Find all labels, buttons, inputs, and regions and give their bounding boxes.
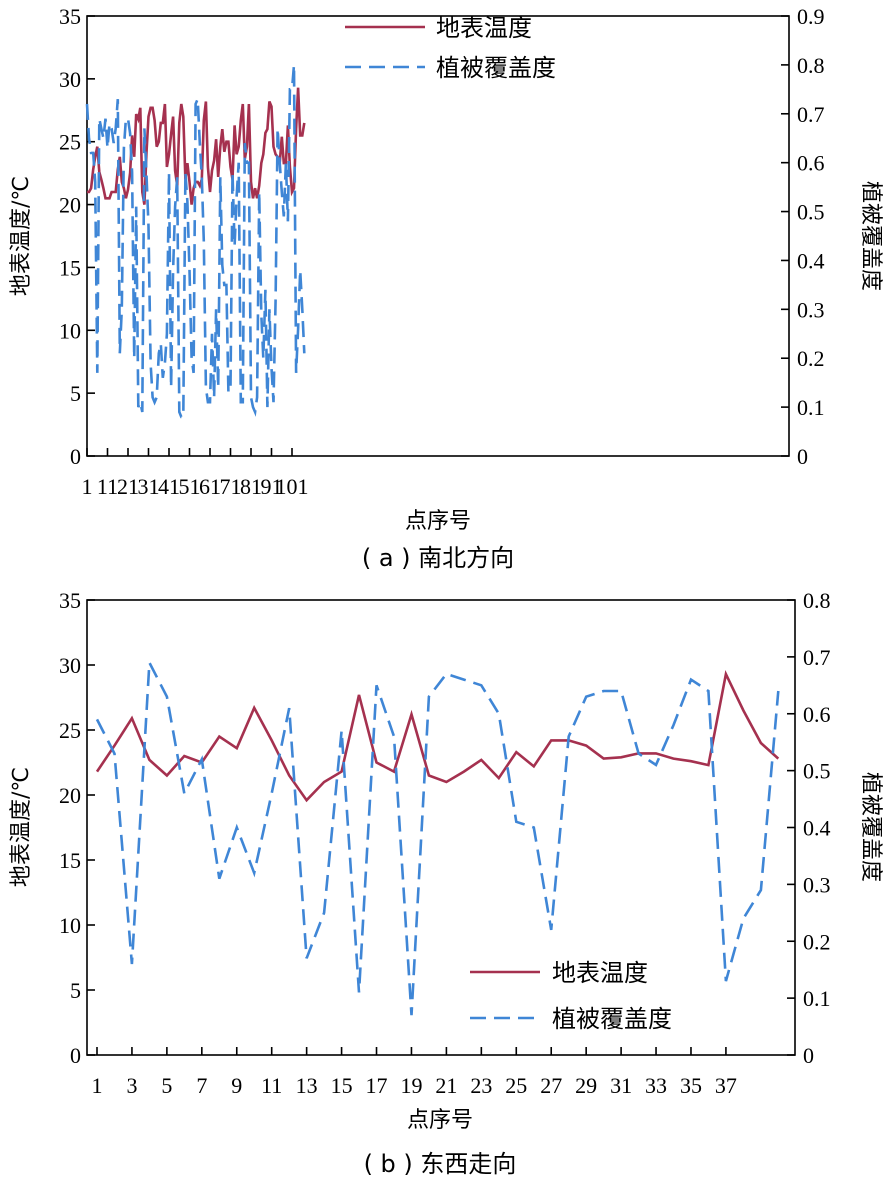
left-tick-label: 20 — [59, 193, 81, 218]
x-tick-label: 13 — [296, 1073, 318, 1098]
right-tick-label: 0.3 — [803, 872, 831, 897]
left-tick-label: 30 — [59, 653, 81, 678]
right-tick-label: 0.6 — [803, 702, 831, 727]
right-tick-label: 0.2 — [803, 929, 831, 954]
y-axis-label-right-b: 植被覆盖度 — [858, 772, 883, 882]
x-tick-label: 19 — [400, 1073, 422, 1098]
plot-frame-b — [86, 599, 796, 1056]
left-ticks-b: 0 5 10 15 20 25 30 35 — [59, 588, 95, 1068]
left-tick-label: 0 — [70, 444, 81, 469]
right-tick-label: 0.3 — [797, 297, 825, 322]
x-ticks-b: 1 3 5 7 9 11 13 15 17 19 21 23 25 27 29 31 33 35 37 — [92, 1047, 737, 1098]
chart-a: 0 5 10 15 20 25 30 35 0 0.1 0.2 0.3 0.4 0.5 0.6 0.7 0.8… — [9, 4, 883, 572]
x-tick-label: 21 — [117, 474, 139, 499]
right-tick-label: 0.8 — [797, 53, 825, 78]
left-tick-label: 15 — [59, 848, 81, 873]
left-tick-label: 20 — [59, 783, 81, 808]
left-tick-label: 5 — [70, 978, 81, 1003]
series-line-vegetation-a — [85, 64, 306, 419]
x-tick-label: 17 — [366, 1073, 388, 1098]
x-tick-label: 9 — [231, 1073, 242, 1098]
x-tick-label: 1 — [92, 1073, 103, 1098]
plot-frame-a — [86, 15, 790, 457]
x-tick-label: 35 — [680, 1073, 702, 1098]
x-tick-label: 29 — [575, 1073, 597, 1098]
right-tick-label: 0.4 — [797, 248, 825, 273]
right-ticks-a: 0 0.1 0.2 0.3 0.4 0.5 0.6 0.7 0.8 0.9 — [781, 4, 825, 469]
caption-b: ( b ) 东西走向 — [364, 1150, 517, 1178]
right-tick-label: 0.6 — [797, 151, 825, 176]
right-tick-label: 0.5 — [803, 759, 831, 784]
left-tick-label: 5 — [70, 381, 81, 406]
x-tick-label: 31 — [610, 1073, 632, 1098]
right-ticks-b: 0 0.1 0.2 0.3 0.4 0.5 0.6 0.7 0.8 — [787, 588, 831, 1068]
series-line-temperature-b — [95, 669, 780, 803]
x-tick-label: 1 — [82, 474, 93, 499]
left-tick-label: 35 — [59, 588, 81, 613]
legend-label-vegetation-a: 植被覆盖度 — [436, 54, 556, 82]
x-axis-label-b: 点序号 — [407, 1108, 473, 1133]
x-tick-label: 51 — [179, 474, 201, 499]
x-tick-label: 41 — [158, 474, 180, 499]
left-tick-label: 35 — [59, 4, 81, 29]
x-tick-label: 37 — [715, 1073, 737, 1098]
x-tick-label: 31 — [138, 474, 160, 499]
right-tick-label: 0.8 — [803, 588, 831, 613]
x-axis-label-a: 点序号 — [405, 509, 471, 534]
x-tick-label: 101 — [276, 474, 309, 499]
x-tick-label: 15 — [331, 1073, 353, 1098]
right-tick-label: 0.5 — [797, 200, 825, 225]
legend-label-temperature-a: 地表温度 — [436, 14, 532, 42]
right-tick-label: 0.9 — [797, 4, 825, 29]
left-tick-label: 30 — [59, 67, 81, 92]
right-tick-label: 0.7 — [803, 645, 831, 670]
caption-a: ( a ) 南北方向 — [362, 544, 514, 572]
right-tick-label: 0.1 — [803, 986, 831, 1011]
legend-a: 地表温度 植被覆盖度 — [345, 14, 556, 82]
left-tick-label: 0 — [70, 1043, 81, 1068]
right-tick-label: 0.2 — [797, 346, 825, 371]
legend-label-temperature-b: 地表温度 — [552, 959, 648, 987]
y-axis-label-left-b: 地表温度/℃ — [9, 767, 34, 887]
left-tick-label: 10 — [59, 318, 81, 343]
y-axis-label-left-a: 地表温度/℃ — [9, 176, 34, 296]
right-tick-label: 0 — [797, 444, 808, 469]
x-tick-label: 23 — [470, 1073, 492, 1098]
right-tick-label: 0.4 — [803, 816, 831, 841]
left-tick-label: 25 — [59, 130, 81, 155]
x-tick-label: 91 — [261, 474, 283, 499]
x-tick-label: 21 — [435, 1073, 457, 1098]
left-tick-label: 10 — [59, 913, 81, 938]
x-tick-label: 11 — [261, 1073, 282, 1098]
x-tick-label: 11 — [97, 474, 118, 499]
right-tick-label: 0.1 — [797, 395, 825, 420]
right-tick-label: 0.7 — [797, 102, 825, 127]
legend-b: 地表温度 植被覆盖度 — [470, 959, 672, 1033]
x-tick-label: 61 — [199, 474, 221, 499]
x-tick-label: 25 — [505, 1073, 527, 1098]
series-line-vegetation-b — [95, 657, 780, 1016]
left-ticks-a: 0 5 10 15 20 25 30 35 — [59, 4, 95, 469]
x-tick-label: 27 — [540, 1073, 562, 1098]
left-tick-label: 25 — [59, 718, 81, 743]
x-tick-label: 7 — [196, 1073, 207, 1098]
y-axis-label-right-a: 植被覆盖度 — [858, 181, 883, 291]
x-tick-label: 81 — [240, 474, 262, 499]
x-tick-label: 71 — [220, 474, 242, 499]
x-tick-label: 5 — [161, 1073, 172, 1098]
x-tick-label: 3 — [126, 1073, 137, 1098]
legend-label-vegetation-b: 植被覆盖度 — [552, 1005, 672, 1033]
left-tick-label: 15 — [59, 255, 81, 280]
x-tick-label: 33 — [645, 1073, 667, 1098]
right-tick-label: 0 — [803, 1043, 814, 1068]
